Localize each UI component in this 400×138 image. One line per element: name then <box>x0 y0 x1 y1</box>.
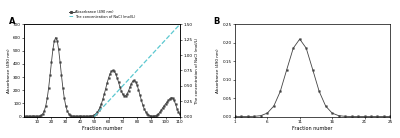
Y-axis label: The concentration of NaCl (mol/L): The concentration of NaCl (mol/L) <box>194 37 198 104</box>
Text: B: B <box>213 17 220 26</box>
X-axis label: Fraction number: Fraction number <box>292 126 333 131</box>
Text: A: A <box>9 17 15 26</box>
Y-axis label: Absorbance (490 nm): Absorbance (490 nm) <box>7 48 11 93</box>
Y-axis label: Absorbance (490 nm): Absorbance (490 nm) <box>216 48 220 93</box>
X-axis label: Fraction number: Fraction number <box>82 126 122 131</box>
Legend: Absorbance (490 nm), The concentration of NaCl (mol/L): Absorbance (490 nm), The concentration o… <box>68 10 136 19</box>
